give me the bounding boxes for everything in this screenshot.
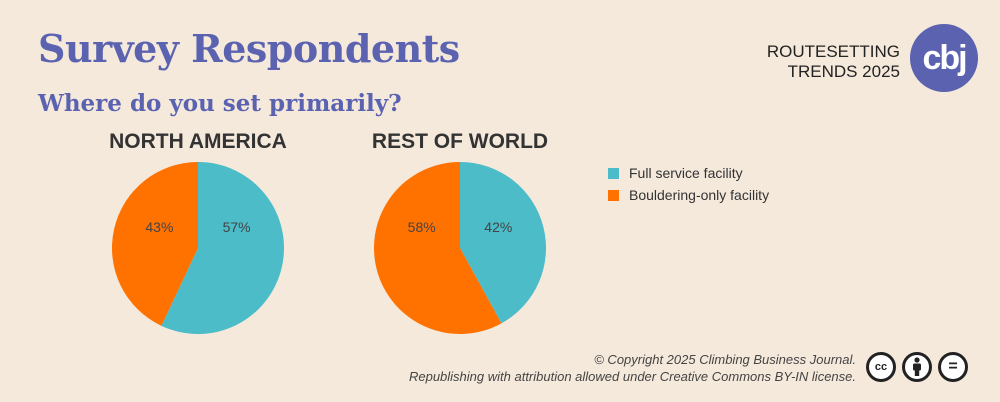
brand-text: ROUTESETTING TRENDS 2025 (767, 42, 900, 82)
legend-item-full-service: Full service facility (608, 162, 769, 184)
brand-line-1: ROUTESETTING (766, 42, 900, 61)
pie-slice-rest-of-world-full-service-facility (460, 162, 546, 324)
copyright-notice: © Copyright 2025 Climbing Business Journ… (409, 351, 856, 385)
cbj-logo: cbj (910, 24, 978, 92)
pie-label-rest-of-world-full-service-facility: 42% (484, 219, 512, 235)
pie-title-north-america: NORTH AMERICA (109, 130, 287, 153)
cc-icon: cc (866, 352, 896, 382)
legend-item-bouldering-only: Bouldering-only facility (608, 184, 769, 206)
copyright-line-2: Republishing with attribution allowed un… (408, 369, 856, 384)
pie-label-north-america-bouldering-only-facility: 43% (145, 219, 173, 235)
pie-slice-north-america-full-service-facility (161, 162, 284, 334)
pie-slice-north-america-bouldering-only-facility (111, 162, 198, 326)
legend-swatch-full-service (608, 167, 619, 179)
page-title: Survey Respondents (38, 26, 460, 71)
legend-swatch-bouldering-only (608, 189, 619, 201)
legend-label-bouldering-only: Bouldering-only facility (629, 187, 770, 203)
pie-title-rest-of-world: REST OF WORLD (371, 130, 549, 153)
page-subtitle: Where do you set primarily? (38, 90, 402, 117)
pie-label-north-america-full-service-facility: 57% (223, 219, 251, 235)
copyright-line-1: © Copyright 2025 Climbing Business Journ… (594, 352, 856, 367)
pie-label-rest-of-world-bouldering-only-facility: 58% (408, 219, 436, 235)
brand-line-2: TRENDS 2025 (787, 62, 900, 81)
legend: Full service facility Bouldering-only fa… (608, 162, 769, 206)
pie-slice-rest-of-world-bouldering-only-facility (373, 162, 502, 334)
creative-commons-icons: cc = (866, 352, 968, 382)
equals-icon: = (938, 352, 968, 382)
legend-label-full-service: Full service facility (629, 165, 743, 181)
attribution-icon (902, 352, 932, 382)
